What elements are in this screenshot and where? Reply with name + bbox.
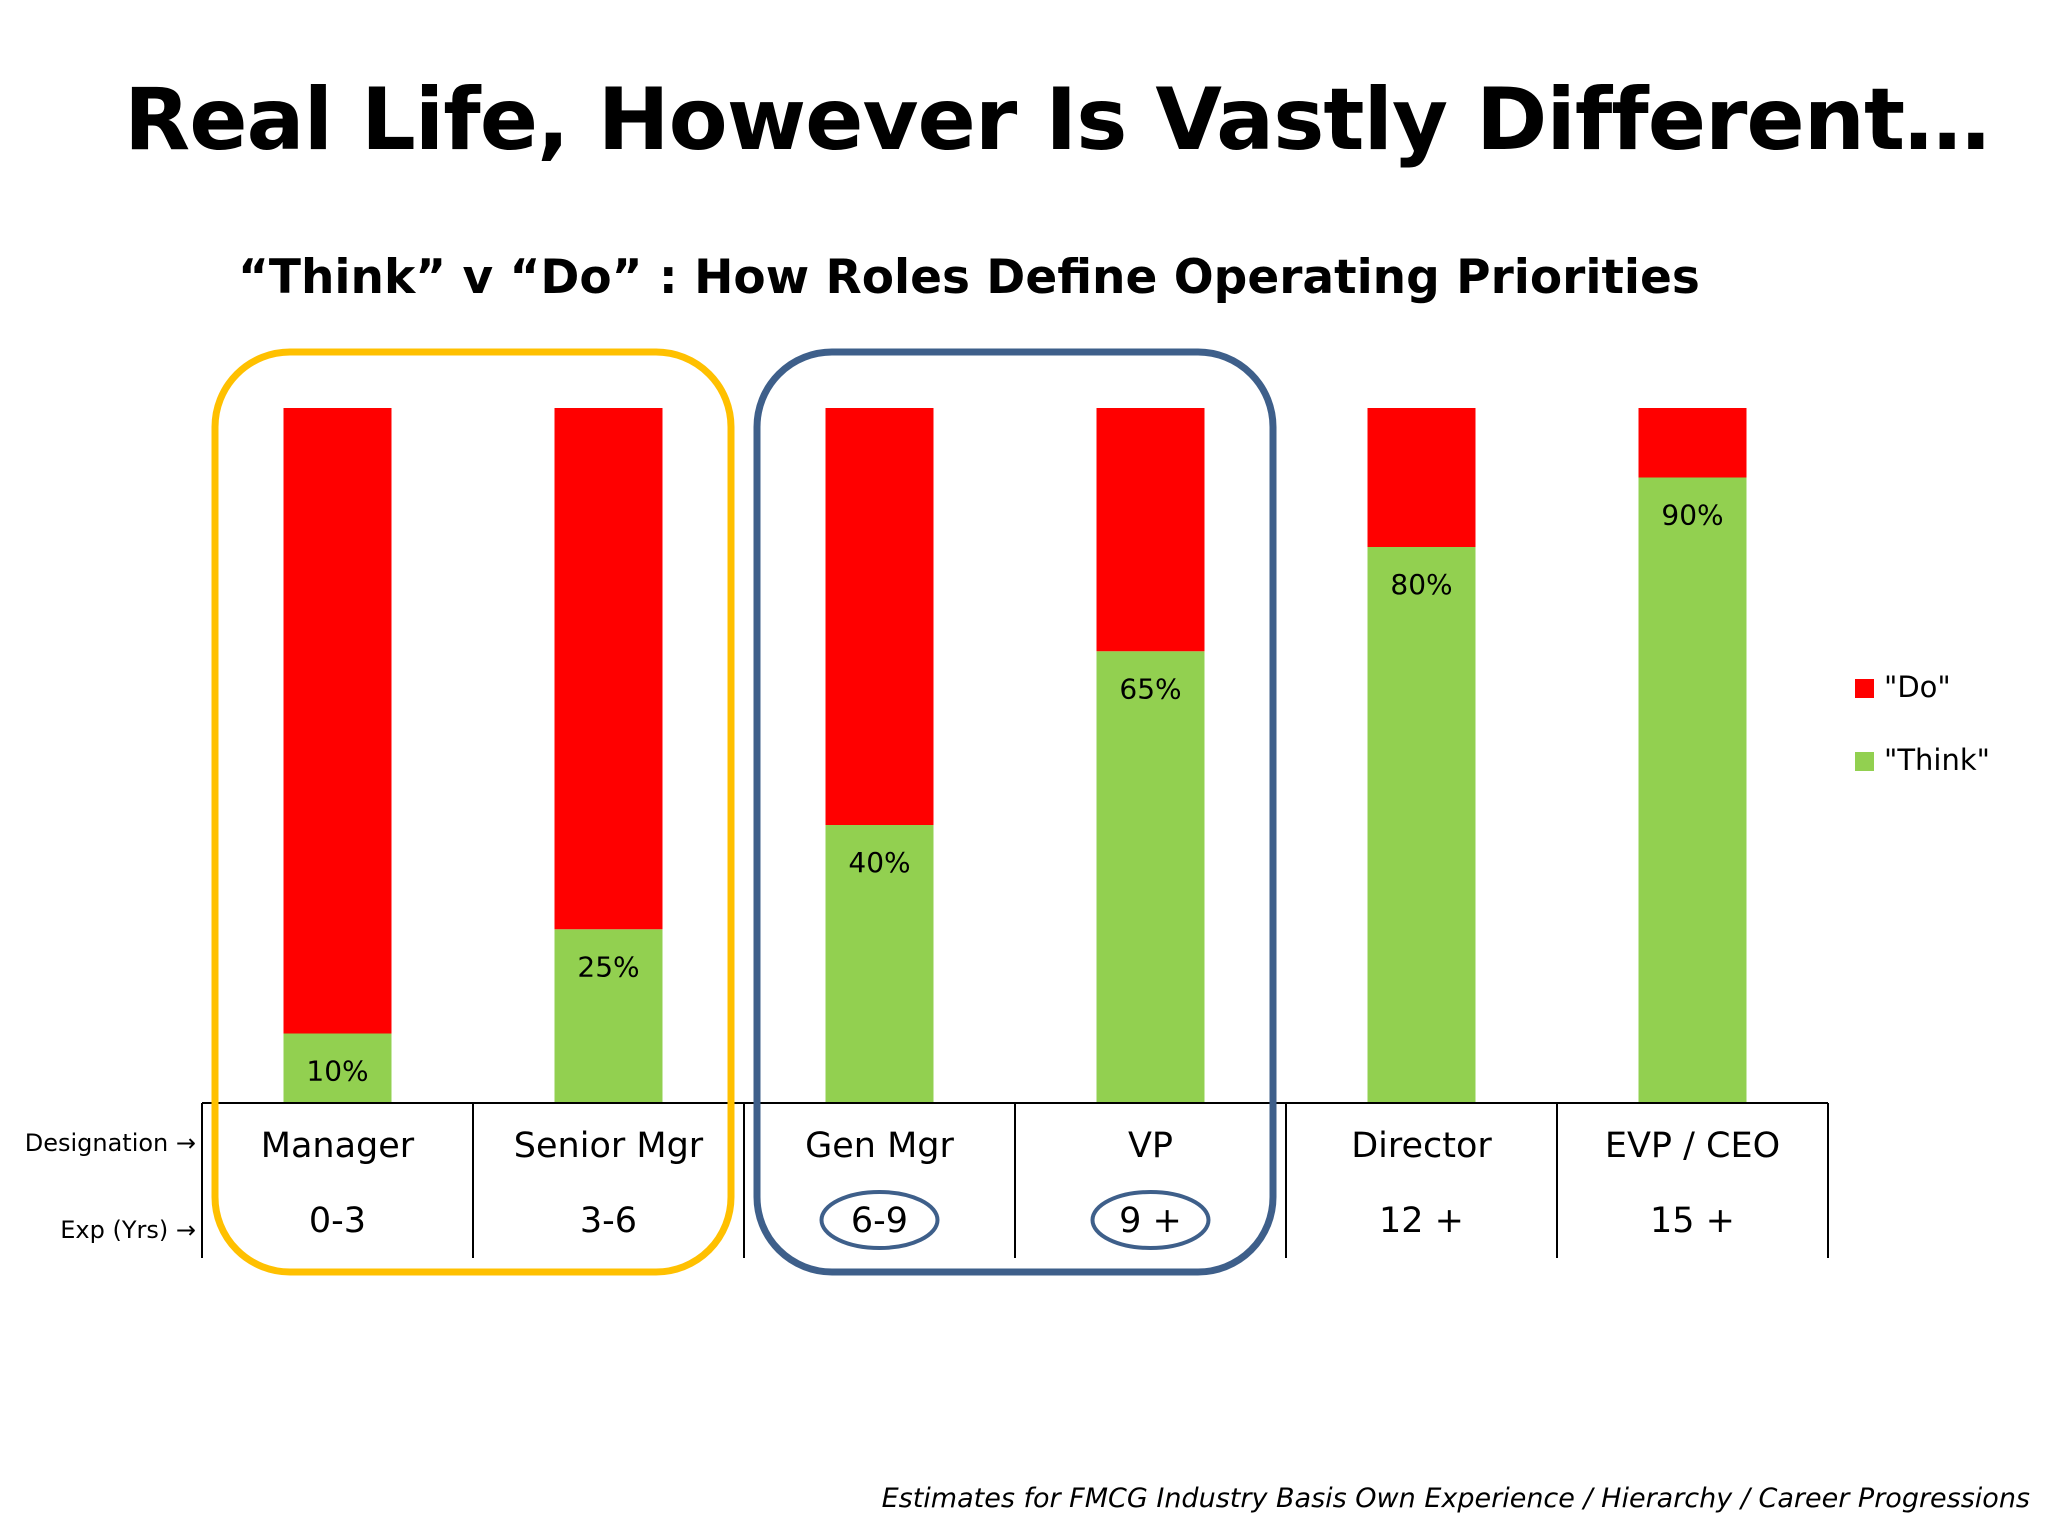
legend-label: "Think"	[1884, 743, 1990, 777]
experience-circle	[1090, 1190, 1211, 1250]
footnote: Estimates for FMCG Industry Basis Own Ex…	[881, 1483, 2030, 1514]
bar-think	[1096, 651, 1205, 1103]
category-label: VP	[1128, 1126, 1173, 1166]
bar-do	[825, 408, 934, 825]
experience-label: 3-6	[580, 1201, 637, 1241]
legend-swatch	[1855, 752, 1874, 771]
data-label: 25%	[577, 950, 639, 983]
bar-think	[825, 825, 934, 1103]
bar-do	[554, 408, 663, 930]
slide-title: Real Life, However Is Vastly Different…	[124, 70, 1990, 170]
experience-circle	[819, 1190, 940, 1250]
designation-row-label: Designation →	[25, 1129, 196, 1157]
experience-label: 6-9	[851, 1201, 908, 1241]
bar-think	[283, 1033, 392, 1103]
bar-think	[1367, 547, 1476, 1103]
bar-do	[1367, 408, 1476, 547]
experience-label: 12 +	[1379, 1201, 1464, 1241]
legend-swatch	[1855, 679, 1874, 698]
bar-do	[1638, 408, 1747, 478]
category-label: Senior Mgr	[514, 1126, 704, 1166]
category-label: EVP / CEO	[1605, 1126, 1780, 1166]
bar-think	[554, 929, 663, 1103]
data-label: 65%	[1119, 672, 1181, 705]
data-label: 10%	[306, 1055, 368, 1088]
bar-think	[1638, 477, 1747, 1103]
bar-do	[1096, 408, 1205, 652]
data-label: 80%	[1390, 568, 1452, 601]
legend-label: "Do"	[1884, 670, 1951, 704]
category-label: Gen Mgr	[805, 1126, 954, 1166]
data-label: 40%	[848, 846, 910, 879]
data-label: 90%	[1661, 499, 1723, 532]
manager-group-box	[211, 348, 735, 1276]
chart-subtitle: “Think” v “Do” : How Roles Define Operat…	[238, 250, 1700, 305]
gm-vp-group-box	[753, 348, 1277, 1276]
experience-label: 9 +	[1119, 1201, 1182, 1241]
experience-row-label: Exp (Yrs) →	[60, 1216, 196, 1244]
category-label: Manager	[261, 1126, 415, 1166]
category-label: Director	[1351, 1126, 1492, 1166]
bar-do	[283, 408, 392, 1034]
experience-label: 0-3	[309, 1201, 366, 1241]
experience-label: 15 +	[1650, 1201, 1735, 1241]
